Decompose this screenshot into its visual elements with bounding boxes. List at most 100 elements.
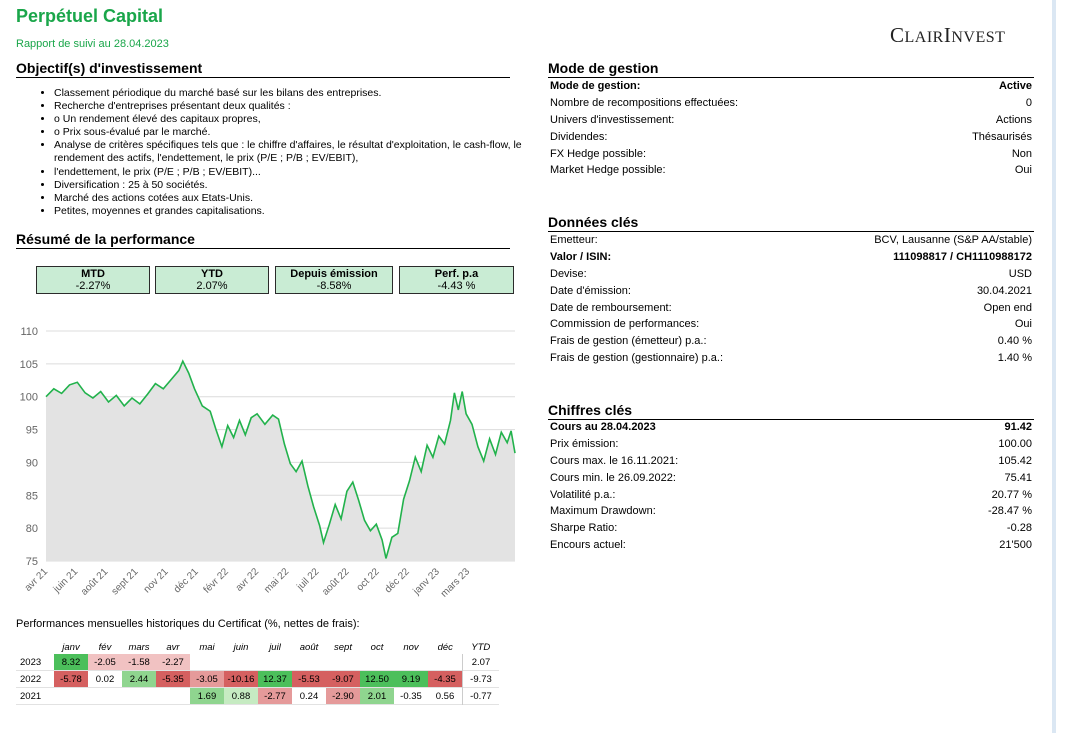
kpi-mtd: MTD -2.27% [36, 266, 150, 294]
month-value-cell: 0.02 [95, 673, 115, 685]
report-date: Rapport de suivi au 28.04.2023 [16, 38, 169, 50]
key-data-table: Emetteur: BCV, Lausanne (S&P AA/stable) Va… [548, 232, 1034, 367]
ytd-cell: -0.77 [462, 687, 499, 705]
clairinvest-logo: CLAIRINVEST [890, 23, 1006, 47]
kv-label: Emetteur: [550, 234, 598, 246]
month-value-cell: -3.05 [190, 670, 224, 688]
kv-row: Univers d'investissement: Actions [548, 112, 1034, 129]
kv-label: Date d'émission: [550, 284, 631, 297]
x-tick-label: avr 22 [234, 566, 262, 594]
month-value-cell: 12.50 [360, 670, 394, 688]
kv-value: Thésaurisés [972, 130, 1032, 143]
month-value-cell: -1.58 [122, 654, 156, 671]
y-tick-label: 95 [26, 425, 38, 437]
x-tick-label: juin 21 [51, 566, 81, 596]
month-header: mai [199, 641, 215, 653]
x-tick-label: août 22 [320, 566, 352, 598]
x-tick-label: juil 22 [294, 566, 321, 593]
kv-value: 105.42 [998, 454, 1032, 467]
kv-value: USD [1008, 267, 1032, 280]
month-value-cell: 8.32 [54, 654, 88, 671]
kpi-value: -4.43 % [437, 280, 476, 292]
y-tick-label: 75 [26, 556, 38, 568]
objectives-heading: Objectif(s) d'investissement [16, 60, 510, 78]
kv-value: Oui [1014, 164, 1032, 177]
kv-label: FX Hedge possible: [550, 147, 646, 160]
kv-label: Frais de gestion (émetteur) p.a.: [550, 335, 707, 348]
kpi-label: MTD [81, 268, 105, 280]
kv-value: Actions [995, 113, 1032, 126]
kv-value: Oui [1014, 318, 1032, 331]
kv-value: 75.41 [1004, 471, 1032, 484]
kv-label: Valor / ISIN: [550, 250, 612, 263]
kv-label: Date de remboursement: [550, 301, 672, 314]
month-value-cell [122, 688, 156, 705]
month-value-cell [360, 654, 394, 671]
ytd-cell: -9.73 [462, 670, 499, 688]
objective-item: Analyse de critères spécifiques tels que… [54, 139, 534, 165]
kv-label: Univers d'investissement: [550, 113, 675, 126]
month-value-cell: -2.27 [156, 654, 190, 671]
month-value-cell [156, 688, 190, 705]
month-header: nov [403, 641, 419, 653]
kv-value: Non [1011, 147, 1032, 160]
page-title: Perpétuel Capital [16, 6, 164, 26]
x-tick-label: nov 21 [142, 566, 171, 595]
objectives-list: Classement périodique du marché basé sur… [38, 87, 534, 218]
month-header: sept [334, 641, 352, 653]
key-figures-heading: Chiffres clés [548, 402, 1034, 420]
table-header-row: janv fév mars avr mai juin juil août sep… [16, 640, 499, 654]
kv-label: Mode de gestion: [550, 80, 641, 92]
x-tick-label: août 21 [79, 566, 111, 598]
monthly-performance-table: janv fév mars avr mai juin juil août sep… [16, 640, 499, 705]
month-value-cell [88, 688, 122, 705]
kv-row: Devise: USD [548, 266, 1034, 283]
kv-label: Maximum Drawdown: [550, 505, 656, 518]
kv-row: Dividendes: Thésaurisés [548, 129, 1034, 146]
right-scroll-edge [1052, 0, 1056, 733]
month-value-cell: 0.88 [224, 687, 258, 705]
kpi-value: 2.07% [196, 280, 228, 292]
kv-label: Cours min. le 26.09.2022: [550, 471, 676, 484]
monthly-performance-caption: Performances mensuelles historiques du C… [16, 618, 360, 630]
objective-item: l'endettement, le prix (P/E ; P/B ; EV/E… [54, 166, 534, 179]
objective-item: Recherche d'entreprises présentant deux … [54, 100, 534, 113]
kv-row: Nombre de recompositions effectuées: 0 [548, 95, 1034, 112]
kv-label: Cours au 28.04.2023 [550, 421, 656, 433]
price-line [45, 359, 516, 559]
ytd-header: YTD [471, 641, 491, 653]
kv-label: Sharpe Ratio: [550, 522, 618, 535]
month-value-cell [394, 654, 428, 671]
month-value-cell: -2.90 [326, 687, 360, 705]
month-value-cell [292, 654, 326, 671]
x-tick-label: avr 21 [23, 566, 51, 594]
month-value-cell [326, 654, 360, 671]
x-tick-label: déc 22 [383, 566, 412, 595]
month-value-cell: 0.24 [299, 690, 319, 702]
kpi-label: Depuis émission [290, 268, 378, 280]
kv-label: Frais de gestion (gestionnaire) p.a.: [550, 352, 724, 365]
kv-label: Dividendes: [550, 130, 608, 143]
kv-value: Active [998, 80, 1032, 92]
kv-row: Date de remboursement: Open end [548, 300, 1034, 317]
objective-item: Diversification : 25 à 50 sociétés. [54, 179, 534, 192]
month-header: janv [62, 641, 80, 653]
x-tick-label: mars 23 [439, 566, 473, 600]
month-value-cell: -10.16 [224, 670, 258, 688]
objective-item: o Un rendement élevé des capitaux propre… [54, 113, 534, 126]
kv-row: Market Hedge possible: Oui [548, 162, 1034, 179]
kv-value: 0 [1025, 96, 1032, 109]
x-tick-label: janv 23 [411, 566, 443, 598]
kv-row: Maximum Drawdown: -28.47 % [548, 503, 1034, 520]
y-tick-label: 100 [20, 392, 38, 404]
objective-item: Marché des actions cotées aux Etats-Unis… [54, 192, 534, 205]
month-value-cell: 12.37 [258, 670, 292, 688]
month-value-cell: 0.56 [435, 690, 455, 702]
kv-label: Devise: [550, 267, 587, 280]
kv-value: 1.40 % [997, 352, 1032, 365]
kv-value: -0.28 [1006, 522, 1032, 535]
month-value-cell [428, 654, 463, 671]
month-value-cell: 2.01 [360, 687, 394, 705]
kv-value: BCV, Lausanne (S&P AA/stable) [874, 234, 1032, 246]
